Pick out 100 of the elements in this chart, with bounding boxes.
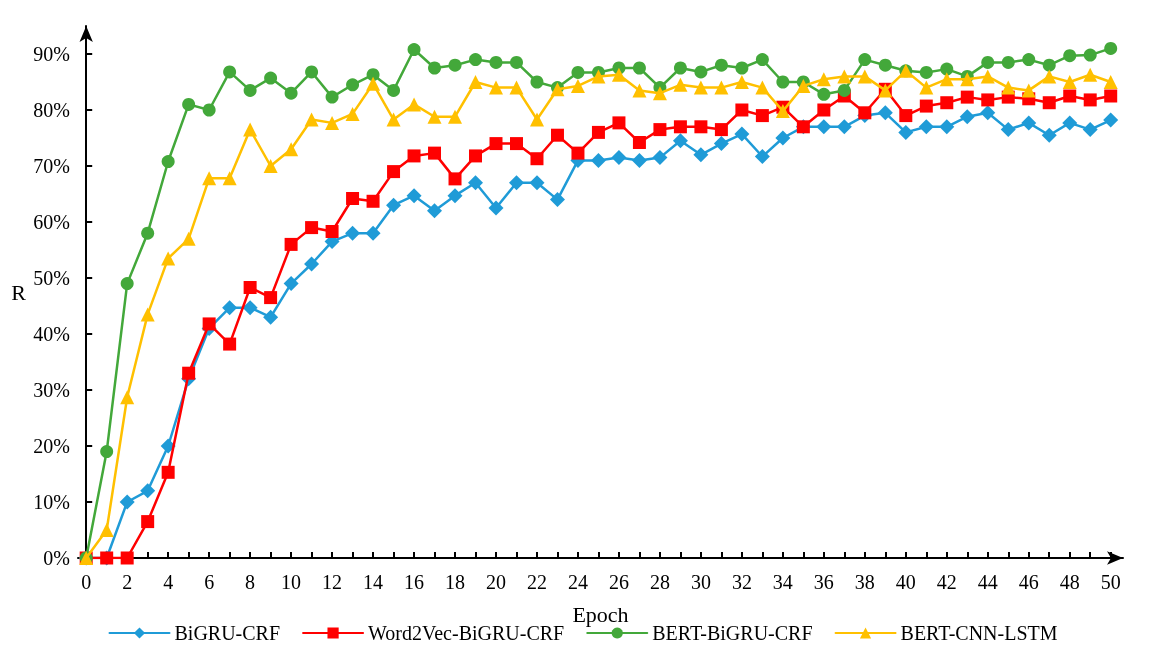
- point: [469, 53, 483, 67]
- point: [141, 226, 155, 240]
- point: [448, 172, 462, 186]
- point: [1083, 48, 1097, 62]
- point: [243, 122, 258, 137]
- x-tick-label: 50: [1100, 571, 1121, 593]
- point: [263, 309, 279, 325]
- point: [387, 83, 401, 97]
- point: [1104, 89, 1118, 103]
- point: [980, 69, 995, 84]
- point: [817, 87, 831, 101]
- legend-label: Word2Vec-BiGRU-CRF: [368, 622, 565, 644]
- point: [858, 106, 872, 120]
- point: [1021, 83, 1036, 98]
- point: [899, 109, 913, 123]
- point: [878, 58, 892, 72]
- point: [243, 281, 257, 295]
- point: [305, 221, 319, 235]
- point: [223, 337, 237, 351]
- x-tick-label: 26: [608, 571, 629, 593]
- point: [816, 119, 832, 135]
- point: [161, 251, 176, 266]
- point: [386, 112, 401, 127]
- point: [1062, 115, 1078, 131]
- point: [181, 231, 196, 246]
- point: [325, 115, 340, 130]
- point: [550, 128, 564, 142]
- point: [570, 78, 585, 93]
- point: [428, 61, 442, 75]
- legend-label: BERT-BiGRU-CRF: [652, 622, 813, 644]
- point: [325, 90, 339, 104]
- point: [488, 200, 504, 216]
- point: [305, 65, 319, 79]
- point: [223, 65, 237, 79]
- x-tick-label: 44: [977, 571, 998, 593]
- point: [611, 150, 627, 166]
- x-tick-label: 6: [204, 571, 215, 593]
- point: [1083, 67, 1098, 82]
- point: [857, 69, 872, 84]
- point: [489, 80, 503, 95]
- point: [366, 76, 381, 91]
- point: [182, 366, 196, 380]
- point: [468, 175, 484, 191]
- x-tick-label: 48: [1059, 571, 1080, 593]
- point: [386, 197, 402, 213]
- point: [980, 105, 996, 121]
- point: [981, 93, 995, 107]
- point: [222, 171, 237, 186]
- y-tick-label: 20%: [33, 435, 70, 457]
- y-tick-label: 90%: [33, 43, 70, 65]
- point: [529, 175, 545, 191]
- point: [959, 109, 975, 125]
- y-tick-label: 80%: [33, 99, 70, 121]
- point: [140, 483, 156, 499]
- point: [960, 90, 974, 104]
- point: [632, 61, 646, 75]
- x-tick-label: 18: [445, 571, 466, 593]
- point: [489, 55, 503, 69]
- y-tick-label: 60%: [33, 211, 70, 233]
- legend-label: BERT-CNN-LSTM: [900, 622, 1058, 644]
- point: [694, 65, 708, 79]
- x-tick-label: 28: [649, 571, 670, 593]
- point: [919, 99, 933, 113]
- x-tick-label: 4: [163, 571, 174, 593]
- x-tick-label: 14: [363, 571, 384, 593]
- point: [120, 551, 134, 565]
- point: [1042, 69, 1057, 84]
- point: [714, 123, 728, 137]
- point: [1082, 122, 1098, 138]
- point: [508, 175, 524, 191]
- point: [591, 69, 606, 84]
- point: [182, 97, 196, 111]
- x-tick-label: 22: [526, 571, 547, 593]
- point: [530, 152, 544, 166]
- point: [242, 300, 258, 316]
- point: [345, 106, 360, 121]
- point: [735, 61, 749, 75]
- point: [673, 77, 688, 92]
- point: [652, 150, 668, 166]
- point: [489, 137, 503, 151]
- x-tick-label: 12: [322, 571, 343, 593]
- point: [775, 104, 790, 119]
- point: [140, 307, 155, 322]
- point: [202, 317, 216, 331]
- point: [530, 75, 544, 89]
- x-tick-label: 0: [81, 571, 92, 593]
- point: [1001, 80, 1016, 95]
- point: [571, 65, 585, 79]
- point: [981, 55, 995, 69]
- point: [653, 123, 667, 137]
- point: [940, 96, 954, 110]
- point: [652, 86, 667, 101]
- point: [510, 55, 523, 69]
- point: [366, 68, 380, 82]
- point: [549, 192, 565, 208]
- point: [345, 225, 361, 241]
- point: [858, 53, 872, 67]
- point: [836, 119, 852, 135]
- point: [611, 67, 626, 82]
- y-tick-label: 0%: [43, 547, 70, 569]
